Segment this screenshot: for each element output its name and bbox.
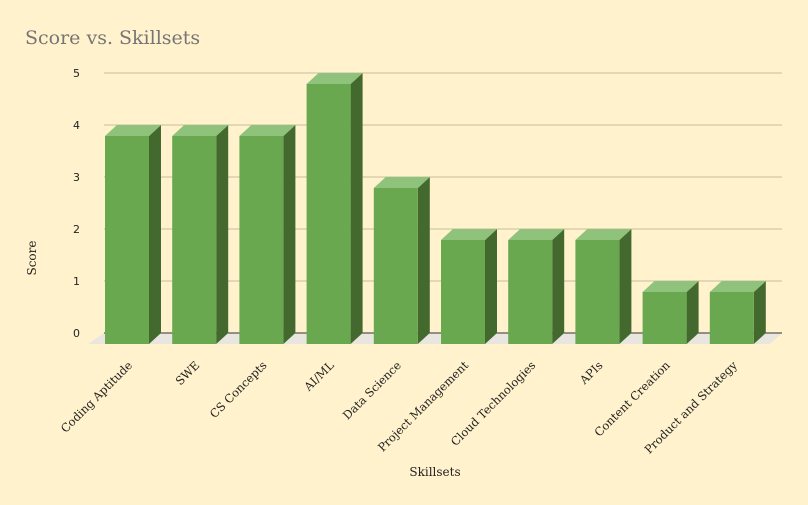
bar-side — [552, 229, 565, 344]
bar-front — [306, 84, 351, 344]
bar — [508, 229, 565, 344]
x-tick-label: APIs — [576, 358, 605, 387]
y-tick-label: 2 — [73, 223, 80, 236]
bar-top — [105, 125, 161, 136]
bar-top — [441, 229, 497, 240]
bar-front — [105, 136, 149, 344]
bar — [239, 125, 296, 344]
bar-top — [508, 229, 565, 240]
x-tick-label: SWE — [173, 358, 203, 388]
bar-top — [642, 281, 699, 292]
bar-front — [373, 188, 418, 344]
bar-side — [619, 229, 632, 344]
bar-side — [686, 281, 699, 344]
bar-top — [575, 229, 632, 240]
y-axis-ticks: 0 1 2 3 4 5 — [73, 67, 80, 340]
bar-top — [709, 281, 766, 292]
y-tick-label: 0 — [73, 327, 80, 340]
bar-side — [283, 125, 296, 344]
bar — [441, 229, 497, 344]
bar-front — [642, 292, 687, 344]
y-tick-label: 4 — [73, 119, 80, 132]
x-tick-label: AI/ML — [301, 358, 337, 394]
bar-front — [239, 136, 284, 344]
x-tick-label: CS Concepts — [207, 358, 270, 421]
bar — [105, 125, 161, 344]
x-axis-ticks: Coding Aptitude SWE CS Concepts AI/ML Data S… — [58, 358, 740, 457]
bar-top — [306, 73, 363, 84]
bar-front — [172, 136, 217, 344]
y-tick-label: 1 — [73, 275, 80, 288]
bar-side — [149, 125, 161, 344]
bar — [575, 229, 632, 344]
bar-side — [753, 281, 766, 344]
bar-side — [417, 177, 430, 344]
bar-front — [575, 240, 620, 344]
bar — [306, 73, 363, 344]
x-tick-label: Data Science — [340, 358, 404, 422]
bar-side — [350, 73, 363, 344]
bar — [172, 125, 229, 344]
bar-side — [485, 229, 497, 344]
bar — [709, 281, 766, 344]
bar-top — [373, 177, 430, 188]
chart-title: Score vs. Skillsets — [25, 27, 200, 49]
x-axis-label: Skillsets — [409, 465, 460, 479]
bar — [642, 281, 699, 344]
x-tick-label: Coding Aptitude — [58, 358, 135, 435]
bar-front — [709, 292, 754, 344]
bars — [105, 73, 766, 344]
bar — [373, 177, 430, 344]
bar-top — [239, 125, 296, 136]
bar-front — [441, 240, 485, 344]
y-tick-label: 3 — [73, 171, 80, 184]
bar-top — [172, 125, 229, 136]
bar-side — [216, 125, 229, 344]
bar-front — [508, 240, 553, 344]
y-tick-label: 5 — [73, 67, 80, 80]
y-axis-label: Score — [25, 240, 39, 275]
